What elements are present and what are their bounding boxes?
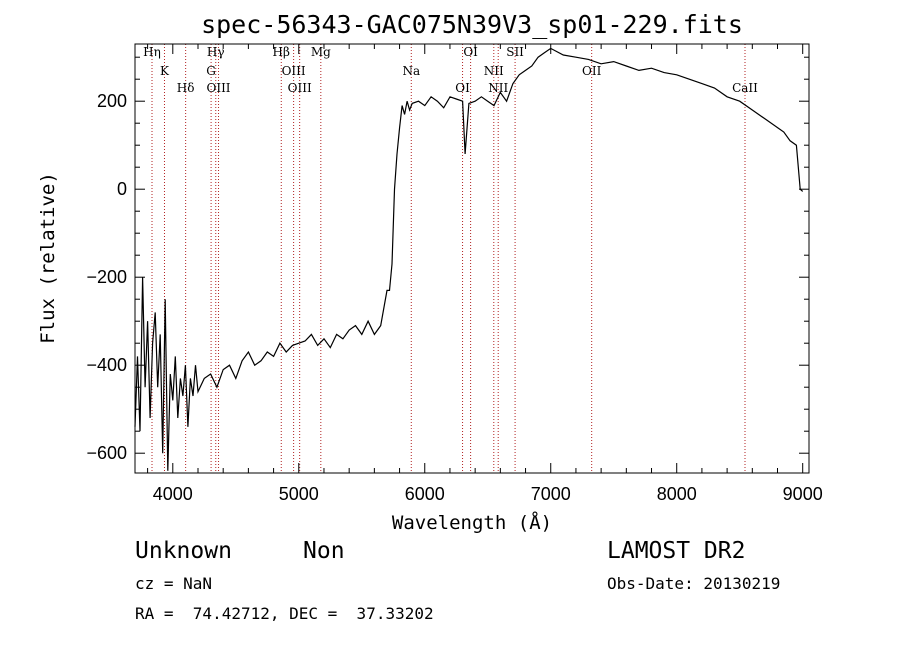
line-label-oi: OI — [455, 81, 470, 95]
line-label-nii: NII — [484, 64, 504, 78]
ra-dec: RA = 74.42712, DEC = 37.33202 — [135, 604, 434, 623]
observation-date: Obs-Date: 20130219 — [607, 574, 781, 593]
line-label-caii: CaII — [732, 81, 758, 95]
x-tick-label: 5000 — [279, 484, 319, 504]
series-layer — [134, 47, 804, 471]
x-axis-ticks: 4000 5000 6000 7000 8000 9000 — [147, 44, 823, 504]
line-label-k: K — [160, 64, 170, 78]
spectrum-line-0 — [134, 47, 804, 471]
spectral-line-labels: HηKHδHγGOIIIHβOIIIOIIIMgNaOIOINIINIISIIO… — [143, 45, 758, 95]
line-label-nii: NII — [488, 81, 508, 95]
line-label-hβ: Hβ — [273, 45, 290, 59]
y-axis-label: Flux (relative) — [37, 172, 59, 344]
line-label-sii: SII — [506, 45, 524, 59]
line-label-na: Na — [402, 64, 420, 78]
y-axis-ticks: −600 −400 −200 0 200 — [86, 56, 809, 463]
y-tick-label: 0 — [117, 179, 127, 199]
redshift-cz: cz = NaN — [135, 574, 213, 593]
y-tick-label: −600 — [86, 443, 127, 463]
x-tick-label: 4000 — [153, 484, 193, 504]
x-axis-label: Wavelength (Å) — [392, 511, 552, 534]
chart-title: spec-56343-GAC075N39V3_sp01-229.fits — [201, 10, 743, 39]
line-label-oii: OII — [582, 64, 602, 78]
line-label-oiii: OIII — [206, 81, 230, 95]
plot-frame — [134, 43, 810, 474]
x-tick-label: 7000 — [531, 484, 571, 504]
x-tick-label: 8000 — [657, 484, 697, 504]
spectral-line-markers — [151, 44, 746, 473]
x-tick-label: 6000 — [405, 484, 445, 504]
line-label-g: G — [206, 64, 216, 78]
line-label-hδ: Hδ — [177, 81, 195, 95]
line-label-hγ: Hγ — [207, 45, 225, 59]
y-tick-label: 200 — [97, 91, 127, 111]
y-tick-label: −400 — [86, 355, 127, 375]
line-label-hη: Hη — [143, 45, 161, 59]
object-class: Unknown — [135, 538, 232, 564]
x-tick-label: 9000 — [783, 484, 823, 504]
line-label-oiii: OIII — [282, 64, 306, 78]
y-tick-label: −200 — [86, 267, 127, 287]
line-label-oi: OI — [463, 45, 478, 59]
line-label-oiii: OIII — [288, 81, 312, 95]
survey-label: LAMOST DR2 — [607, 538, 746, 564]
line-label-mg: Mg — [311, 45, 331, 59]
object-subclass: Non — [303, 538, 345, 564]
